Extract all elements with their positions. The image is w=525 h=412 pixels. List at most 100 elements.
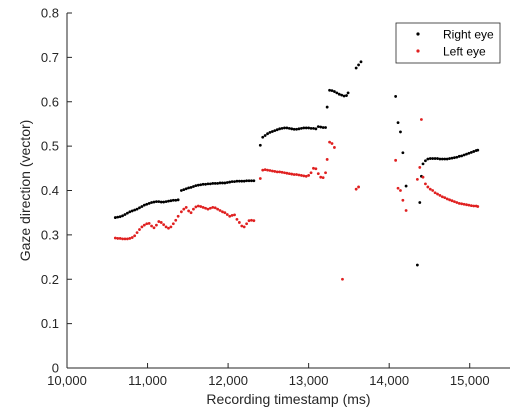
right-eye-point — [213, 182, 217, 185]
legend-marker-right-eye — [416, 32, 420, 36]
right-eye-point — [237, 179, 241, 183]
right-eye-point — [275, 128, 279, 132]
right-eye-point — [330, 89, 334, 93]
right-eye-point — [184, 187, 188, 191]
right-eye-point — [443, 157, 447, 161]
left-eye-point — [235, 217, 239, 221]
left-eye-point — [443, 196, 447, 200]
series-left-eye — [113, 118, 480, 281]
right-eye-point — [204, 182, 207, 186]
left-eye-point — [196, 204, 200, 208]
right-eye-point — [261, 135, 265, 139]
right-eye-point — [438, 157, 442, 161]
left-eye-point — [250, 218, 253, 222]
right-eye-point — [128, 210, 132, 214]
right-eye-point — [394, 95, 398, 98]
right-eye-point — [162, 200, 166, 204]
left-eye-point — [307, 174, 311, 177]
right-eye-point — [113, 216, 117, 219]
right-eye-point — [421, 162, 425, 166]
right-eye-point — [155, 200, 158, 203]
right-eye-point — [297, 127, 301, 131]
y-axis-label: Gaze direction (vector) — [17, 120, 33, 262]
left-eye-point — [164, 225, 168, 229]
left-eye-point — [283, 171, 286, 175]
legend-box — [395, 22, 501, 64]
right-eye-point — [150, 201, 153, 204]
left-eye-point — [237, 221, 241, 224]
left-eye-point — [182, 207, 186, 211]
right-eye-point — [302, 126, 306, 130]
left-eye-point — [157, 220, 161, 223]
left-eye-point — [147, 221, 151, 225]
right-eye-point — [123, 213, 127, 216]
right-eye-point — [328, 88, 331, 92]
left-eye-point — [140, 225, 144, 229]
x-tick-label: 15,000 — [450, 373, 490, 388]
y-tick-label: 0.6 — [41, 94, 59, 109]
left-eye-point — [295, 173, 298, 176]
right-eye-point — [247, 179, 251, 183]
right-eye-point — [218, 181, 222, 185]
left-eye-point — [321, 176, 325, 180]
left-eye-point — [208, 206, 212, 210]
right-eye-point — [396, 121, 400, 125]
left-eye-point — [221, 210, 224, 214]
right-eye-point — [426, 157, 430, 161]
left-eye-point — [445, 197, 449, 201]
left-eye-point — [261, 168, 265, 172]
left-eye-point — [142, 223, 146, 227]
left-eye-point — [270, 169, 274, 173]
right-eye-point — [424, 159, 427, 163]
right-eye-point — [445, 157, 449, 161]
right-eye-point — [245, 179, 249, 183]
legend-marker-left-eye — [416, 49, 420, 53]
left-eye-point — [418, 166, 422, 169]
right-eye-point — [342, 94, 346, 98]
left-eye-point — [460, 202, 464, 206]
right-eye-point — [450, 156, 454, 160]
left-eye-point — [453, 200, 456, 203]
right-eye-point — [359, 60, 363, 64]
right-eye-point — [121, 214, 124, 218]
left-eye-point — [448, 198, 451, 202]
right-eye-point — [404, 184, 408, 188]
right-eye-point — [346, 91, 350, 95]
right-eye-point — [140, 205, 144, 208]
left-eye-point — [299, 174, 303, 177]
left-eye-point — [357, 185, 360, 189]
left-eye-point — [211, 205, 215, 209]
left-eye-point — [316, 172, 320, 176]
y-tick-label: 0.7 — [41, 50, 59, 65]
left-eye-point — [174, 218, 178, 222]
left-eye-point — [159, 221, 163, 224]
right-eye-point — [290, 127, 294, 131]
legend-label-left-eye: Left eye — [443, 45, 486, 59]
right-eye-point — [133, 208, 137, 212]
right-eye-point — [216, 182, 220, 185]
left-eye-point — [415, 178, 419, 181]
right-eye-point — [467, 151, 471, 155]
right-eye-point — [221, 181, 224, 185]
left-eye-point — [394, 158, 398, 162]
right-eye-point — [225, 181, 229, 184]
y-tick-label: 0 — [52, 361, 59, 376]
right-eye-point — [208, 182, 212, 186]
x-ticks: 10,000 11,000 12,000 13,000 14,000 15,000 — [47, 363, 490, 388]
left-eye-point — [162, 223, 166, 227]
left-eye-point — [263, 168, 267, 172]
left-eye-point — [225, 213, 229, 216]
right-eye-point — [196, 183, 200, 187]
left-eye-point — [354, 187, 358, 191]
right-eye-point — [174, 198, 178, 202]
legend: Right eye Left eye — [395, 22, 501, 64]
axes-frame — [66, 13, 510, 369]
left-eye-point — [325, 158, 329, 161]
right-eye-point — [194, 184, 198, 188]
left-eye-point — [302, 174, 306, 178]
left-eye-point — [130, 236, 134, 239]
right-eye-point — [472, 150, 476, 153]
left-eye-point — [467, 203, 471, 207]
right-eye-point — [440, 157, 444, 161]
left-eye-point — [138, 228, 141, 231]
